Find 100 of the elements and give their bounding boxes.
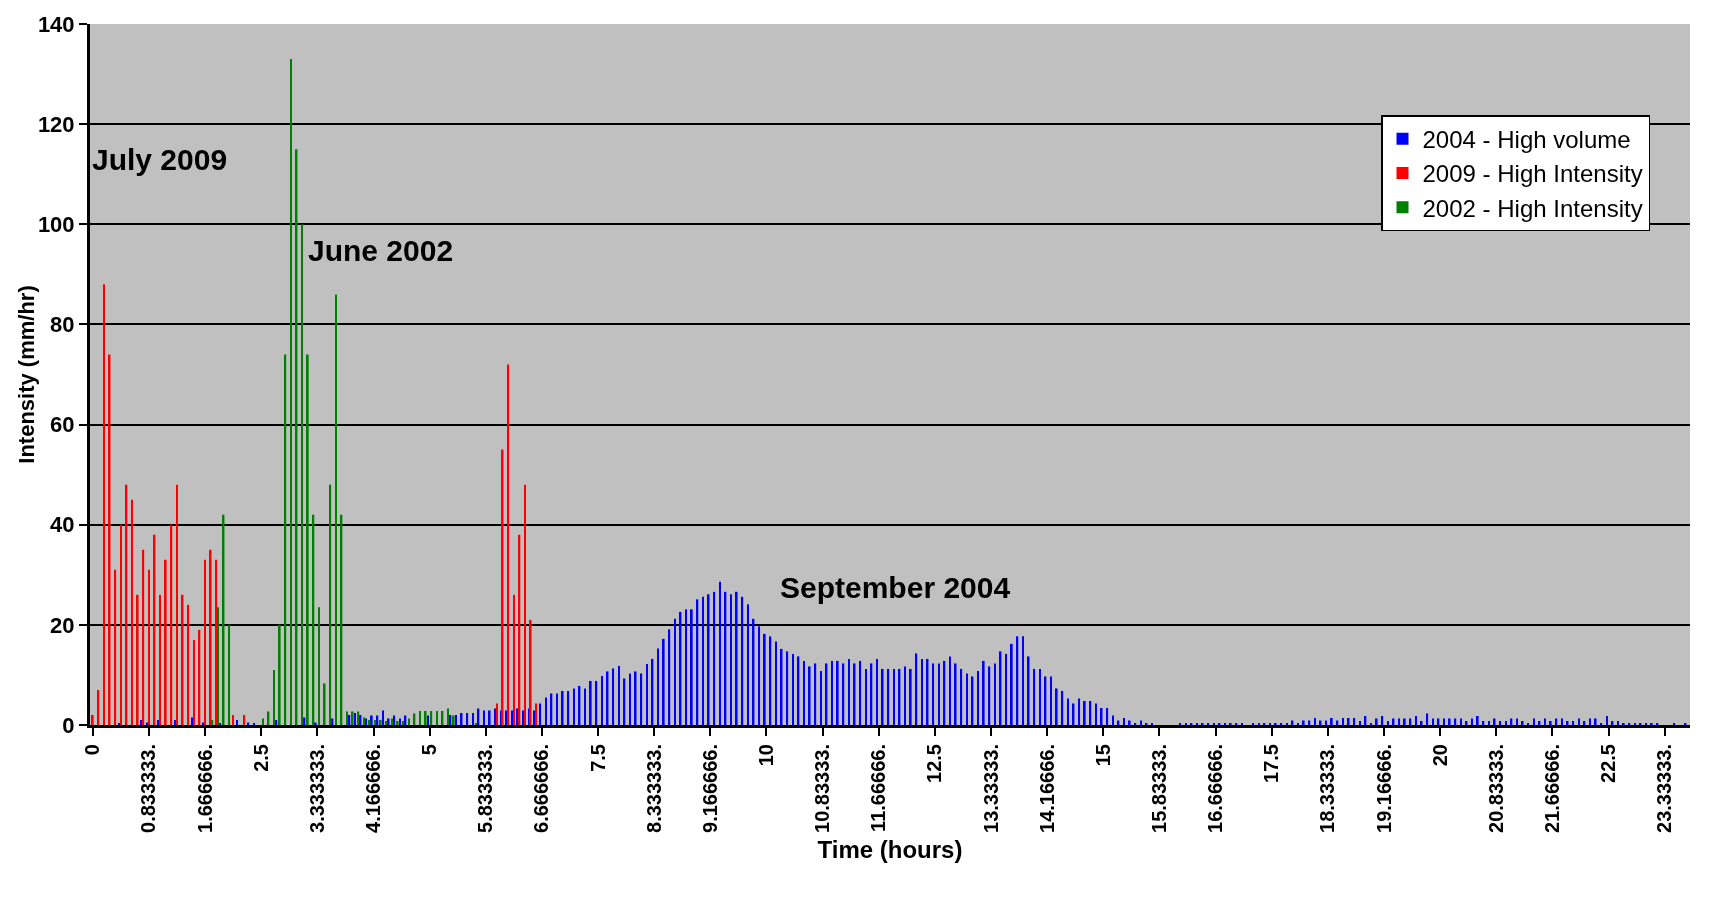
bar [513,594,515,725]
bar [243,714,246,725]
bar [1533,718,1535,725]
bar [1022,636,1024,725]
bar [1314,717,1316,725]
x-tick-label: 10.83333. [811,744,834,833]
y-axis-title: Intensity (mm/hr) [14,285,39,464]
bar [447,708,450,725]
x-tick-label: 18.33333. [1316,744,1339,833]
bar [1123,717,1125,725]
bar [290,59,292,725]
bar [545,697,547,725]
x-tick-label: 17.5 [1260,744,1283,783]
bar [1460,718,1462,725]
bar [1308,720,1311,725]
bar [758,626,761,725]
x-tick-label: 20 [1428,744,1451,767]
bar [915,653,918,725]
bar [960,668,963,725]
bar [881,668,884,725]
bar [436,710,438,725]
bar [507,364,510,725]
bar [370,715,373,725]
bar [278,624,281,725]
bar [1330,717,1333,725]
y-tick-label: 20 [50,612,75,638]
bar [273,669,275,725]
bar [228,624,231,725]
bar [204,559,206,725]
bar [1319,720,1322,725]
bar [646,663,648,725]
bar [814,663,817,725]
bar [573,688,575,725]
bar [887,668,890,725]
x-tick-label: 0.833333. [137,744,160,833]
bar [612,668,615,725]
x-tick-label: 3.333333. [305,744,328,833]
bar [419,710,421,725]
bar [1055,688,1058,725]
x-axis-title: Time (hours) [817,836,963,864]
bar [994,663,996,725]
bar [511,710,514,725]
bar [209,549,212,725]
bar [164,559,167,725]
bar [329,484,332,725]
bar [1606,715,1608,725]
bar [142,549,145,725]
x-tick-label: 4.166666. [362,744,385,833]
bar [1353,717,1356,725]
bar [719,581,721,725]
bar [1510,718,1513,725]
y-tick-label: 120 [37,111,75,137]
bar [1398,718,1401,725]
annotation: September 2004 [780,571,1011,604]
bar [820,670,822,725]
bar [1387,720,1389,725]
bar [1448,718,1451,725]
bar [1594,718,1597,725]
x-tick-label: 7.5 [586,744,609,772]
bar [1291,720,1294,725]
bar [1544,718,1546,725]
bar [323,683,326,725]
bar [831,660,834,725]
bar [376,715,379,725]
bar [522,710,525,725]
bar [174,719,177,725]
bar [949,656,951,725]
bar [211,719,214,725]
y-tick-label: 40 [50,512,75,538]
bar [982,660,985,725]
bar [921,658,923,725]
x-tick-label: 23.33333. [1653,744,1676,833]
bar [1409,718,1412,725]
bar [466,712,469,725]
bar [529,619,532,725]
bar [1432,718,1434,725]
bar [1572,720,1575,725]
bar [1555,718,1558,725]
x-tick-label: 15 [1091,744,1114,767]
bar [1476,715,1479,725]
bar [988,666,991,725]
bar [103,284,105,725]
bar [876,658,878,725]
bar [1505,720,1507,725]
bar [1347,717,1350,725]
x-tick-label: 9.166666. [698,744,721,833]
bar [1033,668,1036,725]
x-tick-label: 8.333333. [642,744,665,833]
bar [1336,720,1339,725]
bar [91,714,94,725]
bar [685,609,688,725]
bar [331,718,334,725]
bar [1095,703,1097,725]
y-tick-label: 80 [50,312,75,338]
bar [865,668,867,725]
bar [893,668,895,725]
bar [1499,720,1502,725]
bar [217,607,219,725]
bar [1403,718,1406,725]
bar [496,703,498,725]
